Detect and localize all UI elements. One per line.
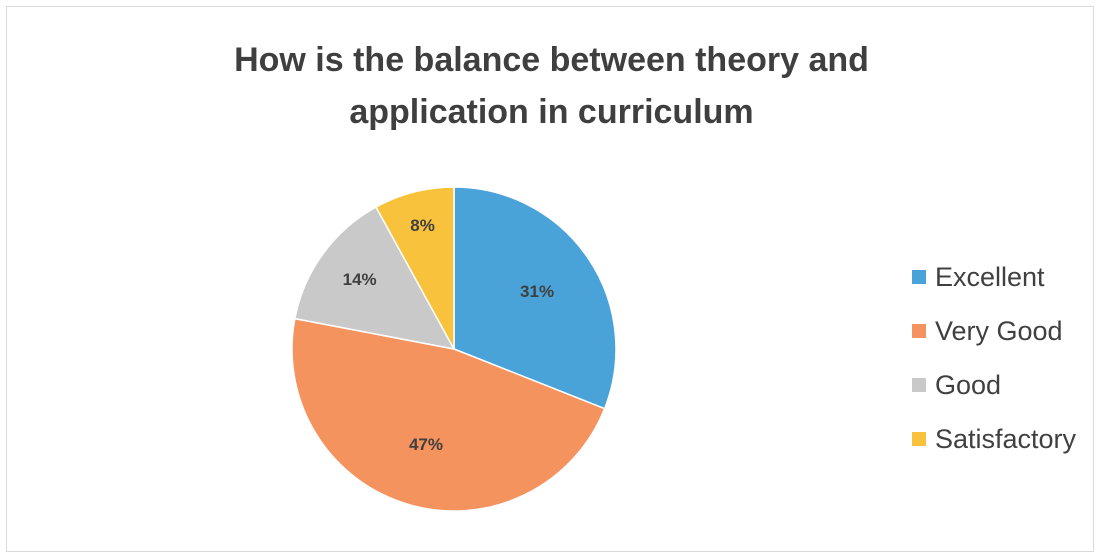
data-label-very-good: 47% [409,435,443,454]
legend-item-satisfactory: Satisfactory [912,412,1097,466]
pie-slice-satisfactory [374,186,455,350]
legend-item-excellent: Excellent [912,250,1097,304]
legend-item-good: Good [912,358,1097,412]
legend-label-good: Good [935,369,1002,400]
chart-legend: Excellent Very Good Good Satisfactory [912,250,1097,466]
pie-slice-very-good [291,317,606,512]
data-label-excellent: 31% [520,282,554,301]
legend-label-satisfactory: Satisfactory [935,423,1077,454]
data-label-satisfactory: 8% [410,216,435,235]
pie-slice-excellent [453,186,617,410]
legend-swatch-very-good [912,324,926,338]
legend-swatch-excellent [912,270,926,284]
pie-slice-good [293,206,456,351]
chart-title-line-1: How is the balance between theory and [234,41,869,79]
data-label-good: 14% [343,270,377,289]
legend-swatch-good [912,378,926,392]
legend-swatch-satisfactory [912,432,926,446]
legend-item-very-good: Very Good [912,304,1097,358]
legend-label-very-good: Very Good [935,315,1063,346]
legend-label-excellent: Excellent [935,261,1045,292]
chart-title-line-2: application in curriculum [349,93,754,131]
